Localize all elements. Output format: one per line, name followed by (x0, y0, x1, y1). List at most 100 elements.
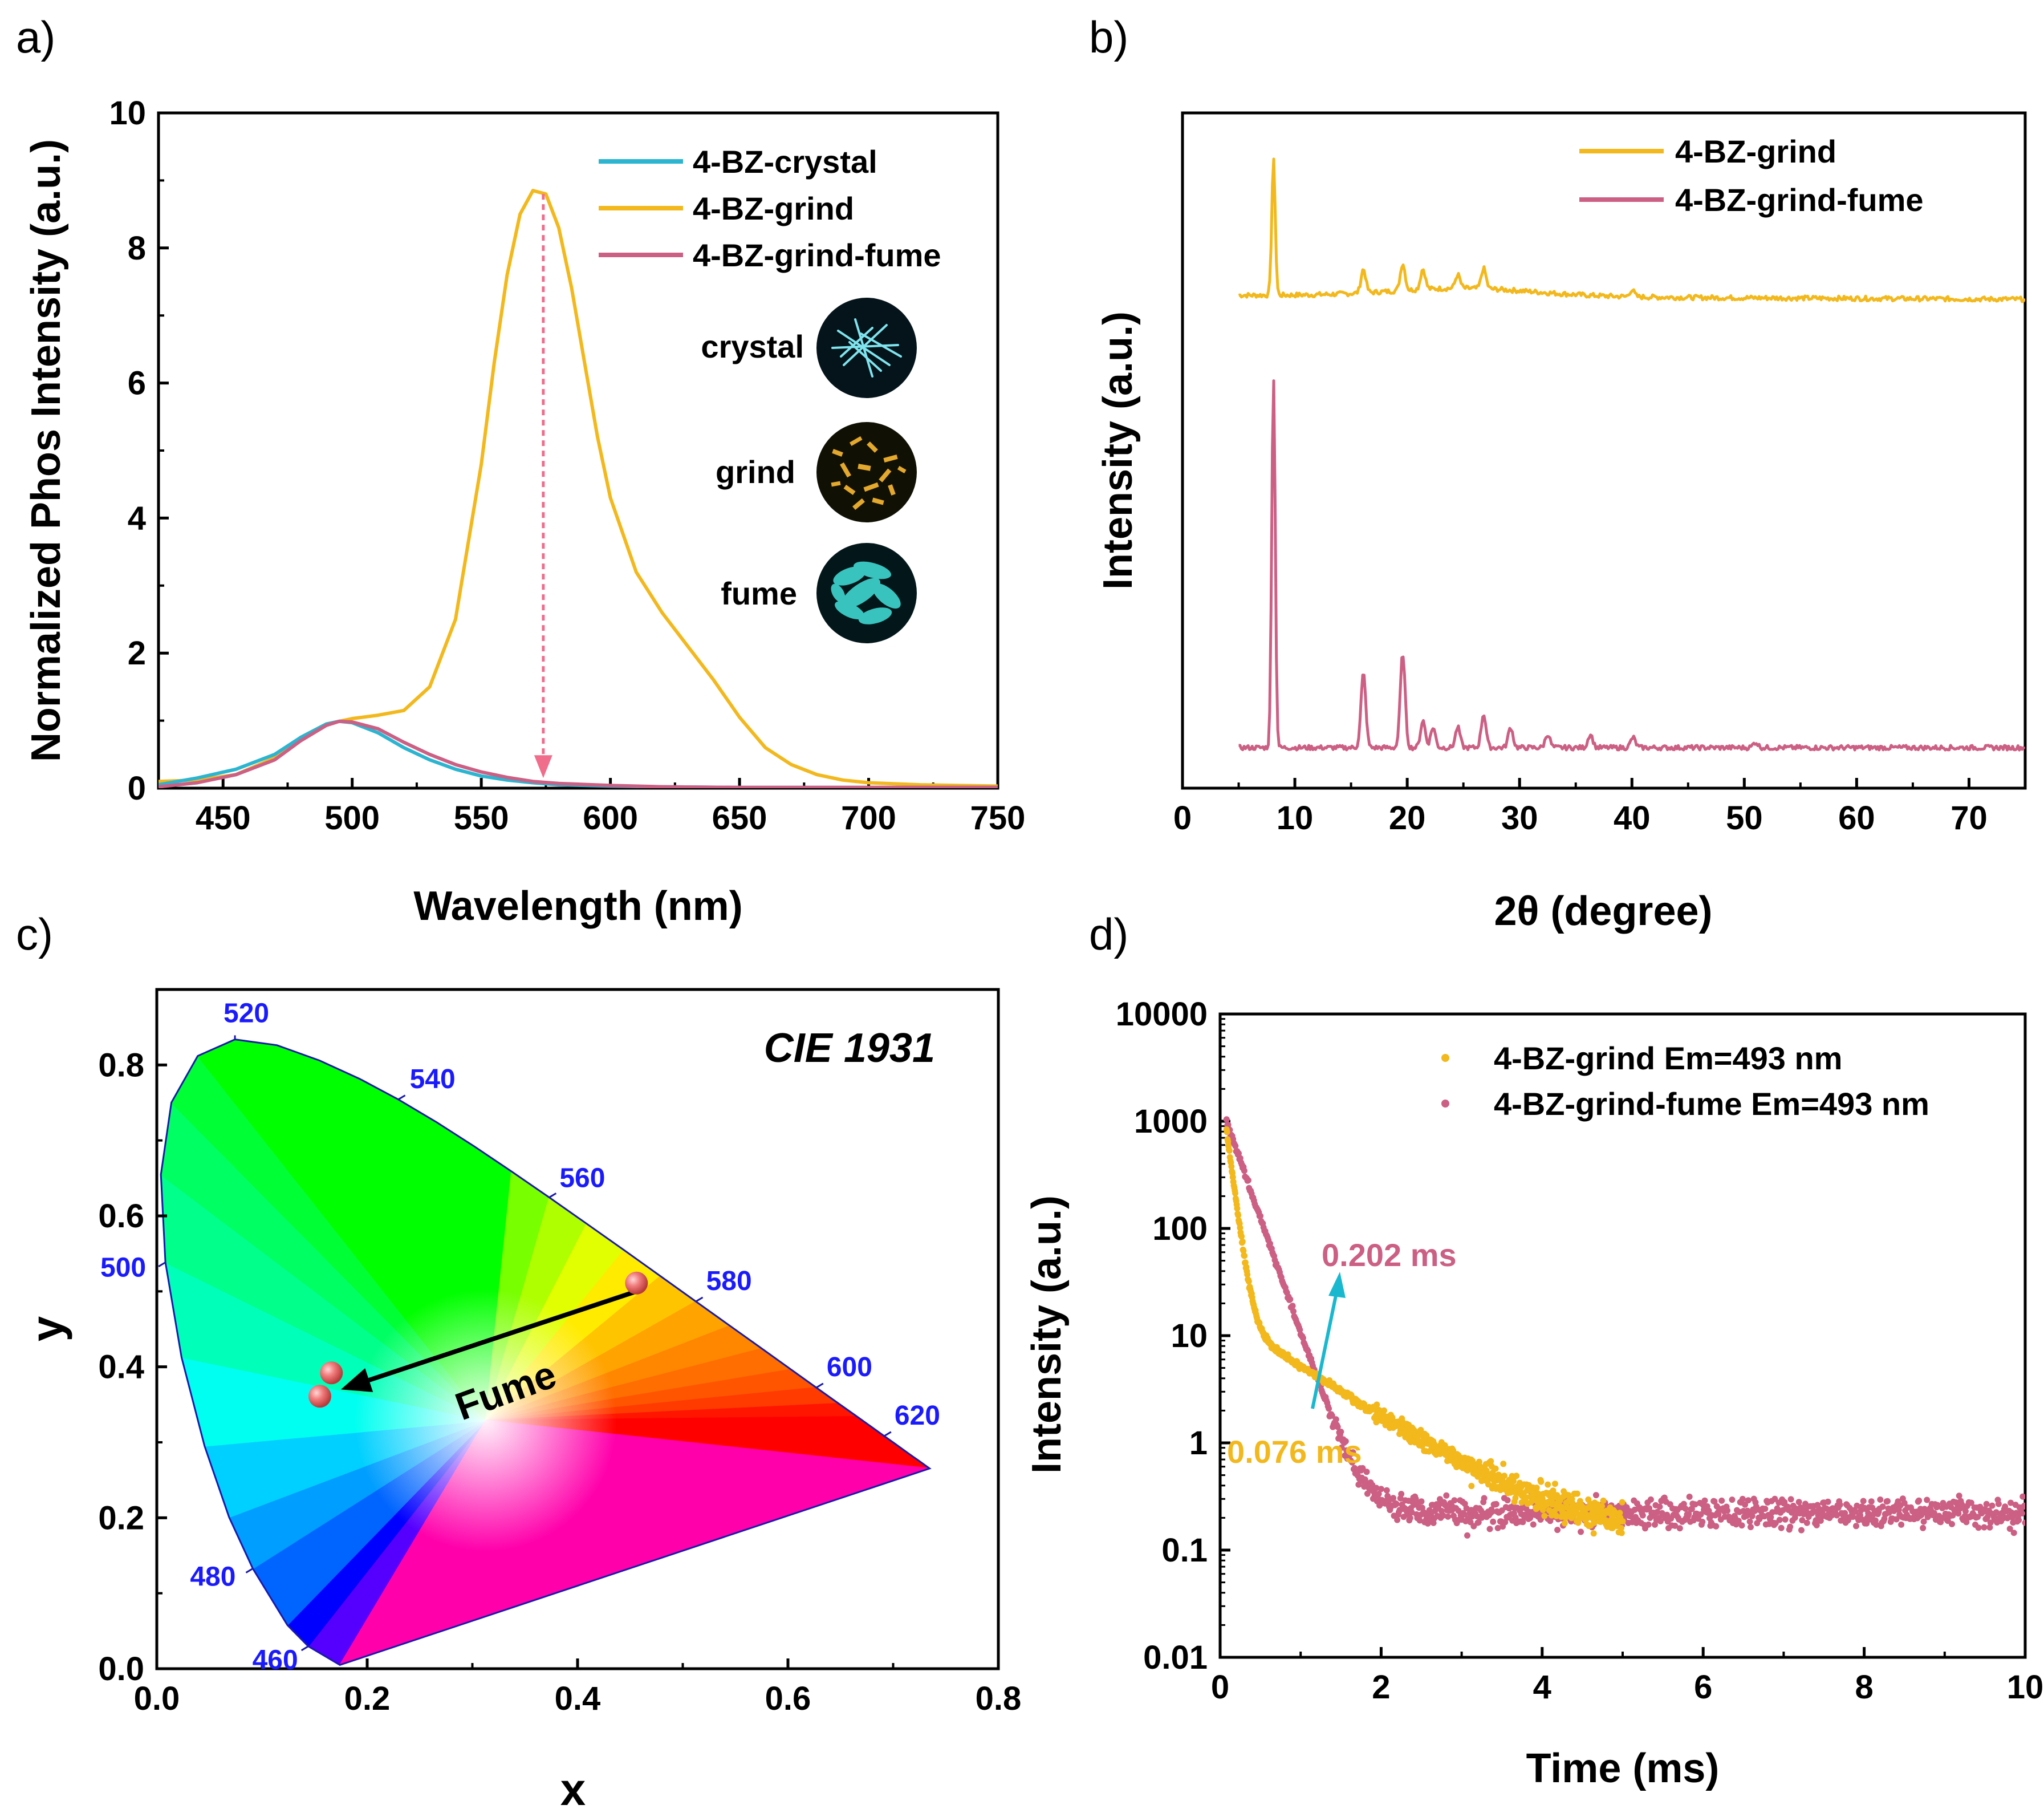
decay-point-fume (1898, 1521, 1905, 1528)
decay-point-fume (2018, 1510, 2025, 1517)
decay-point-grind (1431, 1441, 1438, 1447)
decay-point-fume (1355, 1481, 1362, 1488)
decay-point-fume (1956, 1492, 1962, 1499)
x-tick-label: 600 (583, 800, 638, 837)
decay-point-fume (2015, 1517, 2022, 1523)
decay-point-fume (1676, 1525, 1683, 1532)
decay-point-fume (1481, 1495, 1488, 1502)
decay-point-grind (1538, 1478, 1545, 1485)
decay-point-grind (1590, 1504, 1596, 1511)
decay-point-grind (1553, 1512, 1560, 1519)
decay-point-fume (1824, 1498, 1831, 1505)
legend-label-fume-d: 4-BZ-grind-fume Em=493 nm (1494, 1086, 1929, 1122)
decay-point-fume (1776, 1516, 1783, 1523)
decay-point-fume (1408, 1509, 1415, 1516)
decay-point-fume (1672, 1522, 1679, 1529)
wavelength-label: 540 (410, 1064, 456, 1094)
decay-point-fume (1592, 1492, 1599, 1499)
panel-d-label: d) (1089, 909, 1128, 959)
decay-point-fume (1879, 1503, 1886, 1510)
decay-point-fume (1877, 1496, 1884, 1503)
decay-point-grind (1232, 1190, 1238, 1197)
decay-point-grind (1488, 1458, 1494, 1465)
decay-point-fume (1436, 1501, 1442, 1508)
decay-point-fume (1920, 1524, 1927, 1531)
decay-point-fume (1475, 1519, 1482, 1526)
decay-point-grind (1551, 1481, 1558, 1487)
decay-point-fume (1656, 1503, 1663, 1510)
decay-point-fume (1245, 1177, 1251, 1184)
decay-point-fume (1236, 1150, 1242, 1157)
x-tick-label: 0.4 (555, 1680, 601, 1717)
decay-point-fume (1934, 1502, 1941, 1508)
decay-point-grind (1485, 1481, 1492, 1488)
decay-point-fume (1443, 1492, 1450, 1499)
decay-point-fume (1398, 1491, 1405, 1498)
x-tick-label: 4 (1533, 1669, 1551, 1706)
cie-white-point-glow (354, 1289, 617, 1552)
decay-point-fume (1445, 1513, 1452, 1520)
y-tick-label: 1000 (1134, 1103, 1208, 1140)
decay-point-grind (1541, 1512, 1548, 1519)
decay-point-grind (1240, 1247, 1247, 1254)
decay-point-fume (1530, 1521, 1537, 1528)
decay-point-fume (2008, 1499, 2014, 1506)
lifetime-label-grind: 0.076 ms (1227, 1434, 1362, 1470)
y-tick-label: 0.6 (98, 1198, 144, 1235)
decay-point-fume (1407, 1515, 1413, 1522)
wavelength-label: 520 (224, 999, 269, 1029)
decay-point-fume (1241, 1167, 1247, 1174)
decay-point-fume (1782, 1516, 1789, 1523)
decay-point-fume (1836, 1502, 1843, 1508)
decay-point-grind (1229, 1174, 1236, 1181)
decay-point-grind (1599, 1503, 1606, 1510)
y-tick-label: 10000 (1116, 996, 1208, 1033)
decay-point-fume (1461, 1511, 1468, 1518)
grind-photo-icon (816, 422, 917, 522)
x-tick-label: 8 (1855, 1669, 1873, 1706)
decay-point-grind (1513, 1473, 1520, 1479)
decay-point-fume (1232, 1142, 1239, 1149)
y-tick-label: 6 (128, 365, 146, 402)
y-tick-label: 0.01 (1143, 1639, 1208, 1676)
x-tick-label: 30 (1501, 800, 1538, 837)
x-tick-label: 750 (970, 800, 1026, 837)
panel-b-frame (1181, 111, 2027, 790)
decay-point-fume (1850, 1514, 1856, 1520)
decay-point-fume (1715, 1511, 1722, 1518)
legend-label-grind: 4-BZ-grind (693, 190, 854, 226)
decay-point-grind (1245, 1278, 1252, 1285)
y-tick-label: 0.1 (1161, 1532, 1208, 1569)
decay-point-fume (1464, 1532, 1470, 1539)
x-tick-label: 50 (1726, 800, 1763, 837)
wavelength-tick (548, 1193, 557, 1198)
decay-point-fume (1762, 1506, 1769, 1512)
decay-point-fume (1705, 1507, 1712, 1514)
decay-point-grind (1618, 1530, 1625, 1536)
decay-point-fume (1647, 1496, 1654, 1503)
inset-label-grind: grind (716, 454, 795, 490)
decay-point-fume (1771, 1495, 1778, 1502)
panel-a-legend: 4-BZ-crystal 4-BZ-grind 4-BZ-grind-fume (599, 144, 941, 273)
decay-point-fume (1416, 1517, 1423, 1524)
decay-point-fume (1989, 1502, 1996, 1509)
x-tick-label: 500 (324, 800, 380, 837)
decay-point-fume (1842, 1510, 1848, 1516)
panel-d-xlabel: Time (ms) (1526, 1746, 1720, 1791)
x-tick-label: 0 (1173, 800, 1192, 837)
decay-point-grind (1545, 1481, 1551, 1488)
decay-point-fume (2022, 1519, 2025, 1526)
x-tick-label: 700 (841, 800, 896, 837)
panel-d-lifetime-arrow (1311, 1272, 1346, 1409)
decay-point-fume (1490, 1518, 1497, 1525)
decay-point-fume (1390, 1495, 1397, 1502)
decay-point-fume (2010, 1530, 2017, 1536)
lifetime-label-fume: 0.202 ms (1322, 1237, 1457, 1273)
wavelength-label: 460 (253, 1645, 298, 1676)
y-tick-label: 8 (128, 230, 146, 267)
decay-point-fume (1860, 1498, 1867, 1504)
y-tick-label: 10 (109, 95, 146, 132)
decay-point-fume (1578, 1528, 1584, 1535)
x-tick-label: 0.2 (344, 1680, 391, 1717)
panel-c-ylabel: y (22, 1316, 72, 1341)
